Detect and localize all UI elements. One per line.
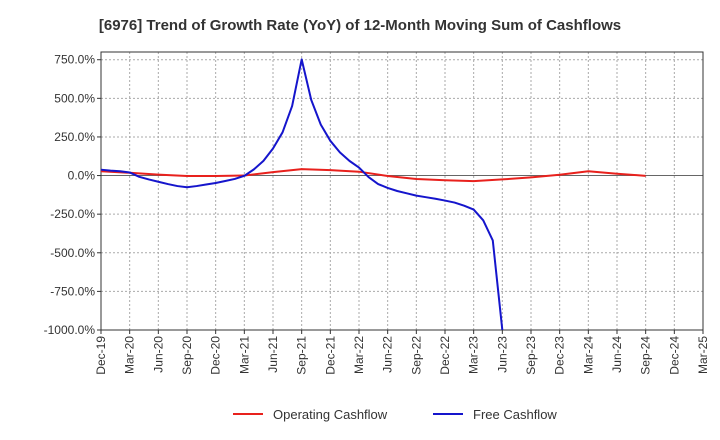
y-tick-label: -1000.0% [44,323,96,337]
grid [100,52,704,331]
x-tick-label: Mar-21 [237,336,251,374]
free-cashflow-line [100,58,504,331]
x-tick-label: Jun-21 [266,336,280,373]
x-tick-label: Sep-24 [639,336,653,375]
series-lines [100,58,646,331]
operating-cashflow-line [100,168,646,183]
y-tick-label: -750.0% [50,284,95,298]
legend-label-operating-cashflow: Operating Cashflow [273,407,388,422]
legend-label-free-cashflow: Free Cashflow [473,407,557,422]
x-tick-label: Jun-23 [495,336,509,373]
chart-title: [6976] Trend of Growth Rate (YoY) of 12-… [99,17,621,34]
x-tick-label: Sep-20 [180,336,194,375]
legend: Operating Cashflow Free Cashflow [233,407,557,422]
plot-frame [100,51,704,331]
x-tick-label: Dec-20 [209,336,223,375]
x-tick-label: Dec-24 [667,336,681,375]
y-tick-label: -250.0% [50,207,95,221]
x-tick-label: Sep-22 [409,336,423,375]
x-tick-label: Mar-24 [581,336,595,374]
y-tick-label: 500.0% [54,91,95,105]
x-tick-label: Jun-24 [610,336,624,373]
y-tick-label: -500.0% [50,246,95,260]
y-tick-label: 0.0% [68,169,96,183]
x-tick-label: Mar-23 [467,336,481,374]
plot-area-border [100,51,704,331]
x-tick-label: Sep-21 [295,336,309,375]
x-tick-label: Dec-19 [94,336,108,375]
x-tick-label: Dec-22 [438,336,452,375]
y-tick-label: 250.0% [54,130,95,144]
x-tick-label: Dec-23 [553,336,567,375]
y-tick-label: 750.0% [54,53,95,67]
x-tick-label: Sep-23 [524,336,538,375]
x-tick-label: Mar-20 [123,336,137,374]
x-tick-label: Jun-20 [151,336,165,373]
x-tick-label: Jun-22 [381,336,395,373]
x-tick-label: Mar-25 [696,336,710,374]
x-tick-label: Dec-21 [323,336,337,375]
x-tick-label: Mar-22 [352,336,366,374]
x-axis: Dec-19 Mar-20 Jun-20 Sep-20 Dec-20 Mar-21 Jun-… [94,330,710,375]
y-axis: 750.0% 500.0% 250.0% 0.0% -250.0% -500.0% -750… [44,53,101,337]
